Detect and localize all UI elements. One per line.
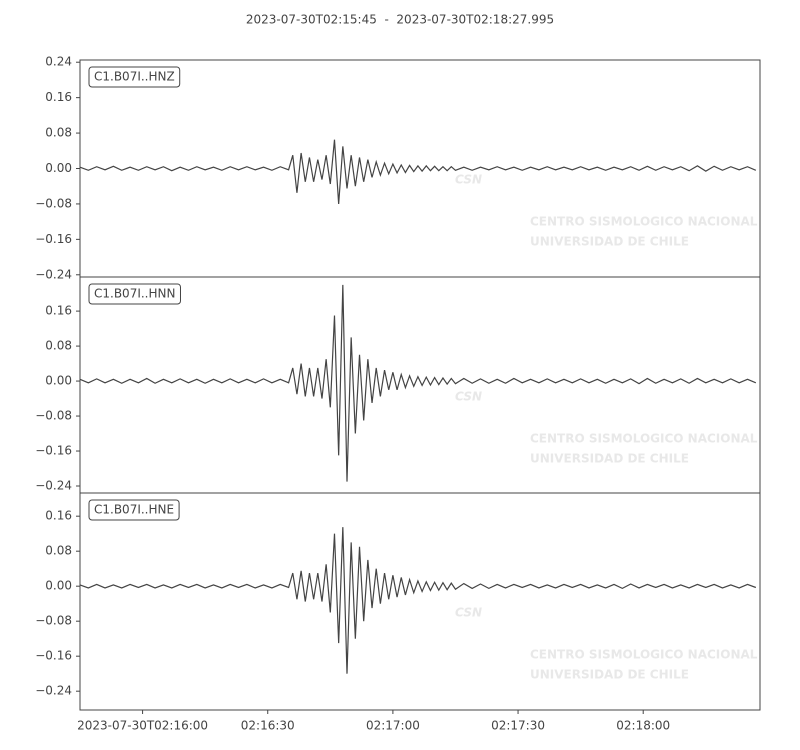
trace-label: C1.B07I..HNZ <box>94 70 175 84</box>
watermark-text: UNIVERSIDAD DE CHILE <box>530 668 689 682</box>
y-tick-label: 0.08 <box>45 339 72 353</box>
waveform <box>79 139 757 204</box>
waveform <box>79 527 757 674</box>
trace-label-box <box>88 66 181 88</box>
trace-label-box <box>88 283 181 305</box>
y-tick-label: −0.08 <box>35 614 72 628</box>
y-tick-label: 0.08 <box>45 544 72 558</box>
y-tick-label: 0.00 <box>45 374 72 388</box>
y-tick-label: −0.16 <box>35 649 72 663</box>
y-tick-label: 0.00 <box>45 161 72 175</box>
watermark-text: CENTRO SISMOLOGICO NACIONAL <box>530 648 758 662</box>
y-tick-label: 0.00 <box>45 579 72 593</box>
watermark-text: CENTRO SISMOLOGICO NACIONAL <box>530 215 758 229</box>
y-tick-label: 0.08 <box>45 126 72 140</box>
watermark-logo: CSN <box>455 606 482 620</box>
watermark-text: CENTRO SISMOLOGICO NACIONAL <box>530 432 758 446</box>
x-tick-label: 02:16:30 <box>241 719 295 733</box>
x-tick-label: 02:17:30 <box>491 719 545 733</box>
watermark-text: UNIVERSIDAD DE CHILE <box>530 452 689 466</box>
watermark-logo: CSN <box>455 390 482 404</box>
y-tick-label: −0.24 <box>35 479 72 493</box>
y-tick-label: 0.24 <box>45 55 72 69</box>
y-tick-label: −0.08 <box>35 409 72 423</box>
watermark-logo: CSN <box>455 173 482 187</box>
trace-label-box <box>88 499 180 521</box>
y-tick-label: −0.16 <box>35 444 72 458</box>
chart-title: 2023-07-30T02:15:45 - 2023-07-30T02:18:2… <box>246 13 554 27</box>
waveform <box>79 284 757 482</box>
y-tick-label: −0.24 <box>35 267 72 281</box>
plot-frame <box>79 492 761 711</box>
x-tick-label: 02:18:00 <box>616 719 670 733</box>
x-tick-label: 02:17:00 <box>366 719 420 733</box>
trace-label: C1.B07I..HNN <box>94 287 175 301</box>
x-tick-label: 2023-07-30T02:16:00 <box>77 719 208 733</box>
y-tick-label: −0.16 <box>35 232 72 246</box>
trace-label: C1.B07I..HNE <box>94 503 174 517</box>
watermark-text: UNIVERSIDAD DE CHILE <box>530 235 689 249</box>
y-tick-label: −0.08 <box>35 196 72 210</box>
y-tick-label: 0.16 <box>45 90 72 104</box>
y-tick-label: −0.24 <box>35 684 72 698</box>
y-tick-label: 0.16 <box>45 304 72 318</box>
y-tick-label: 0.16 <box>45 509 72 523</box>
